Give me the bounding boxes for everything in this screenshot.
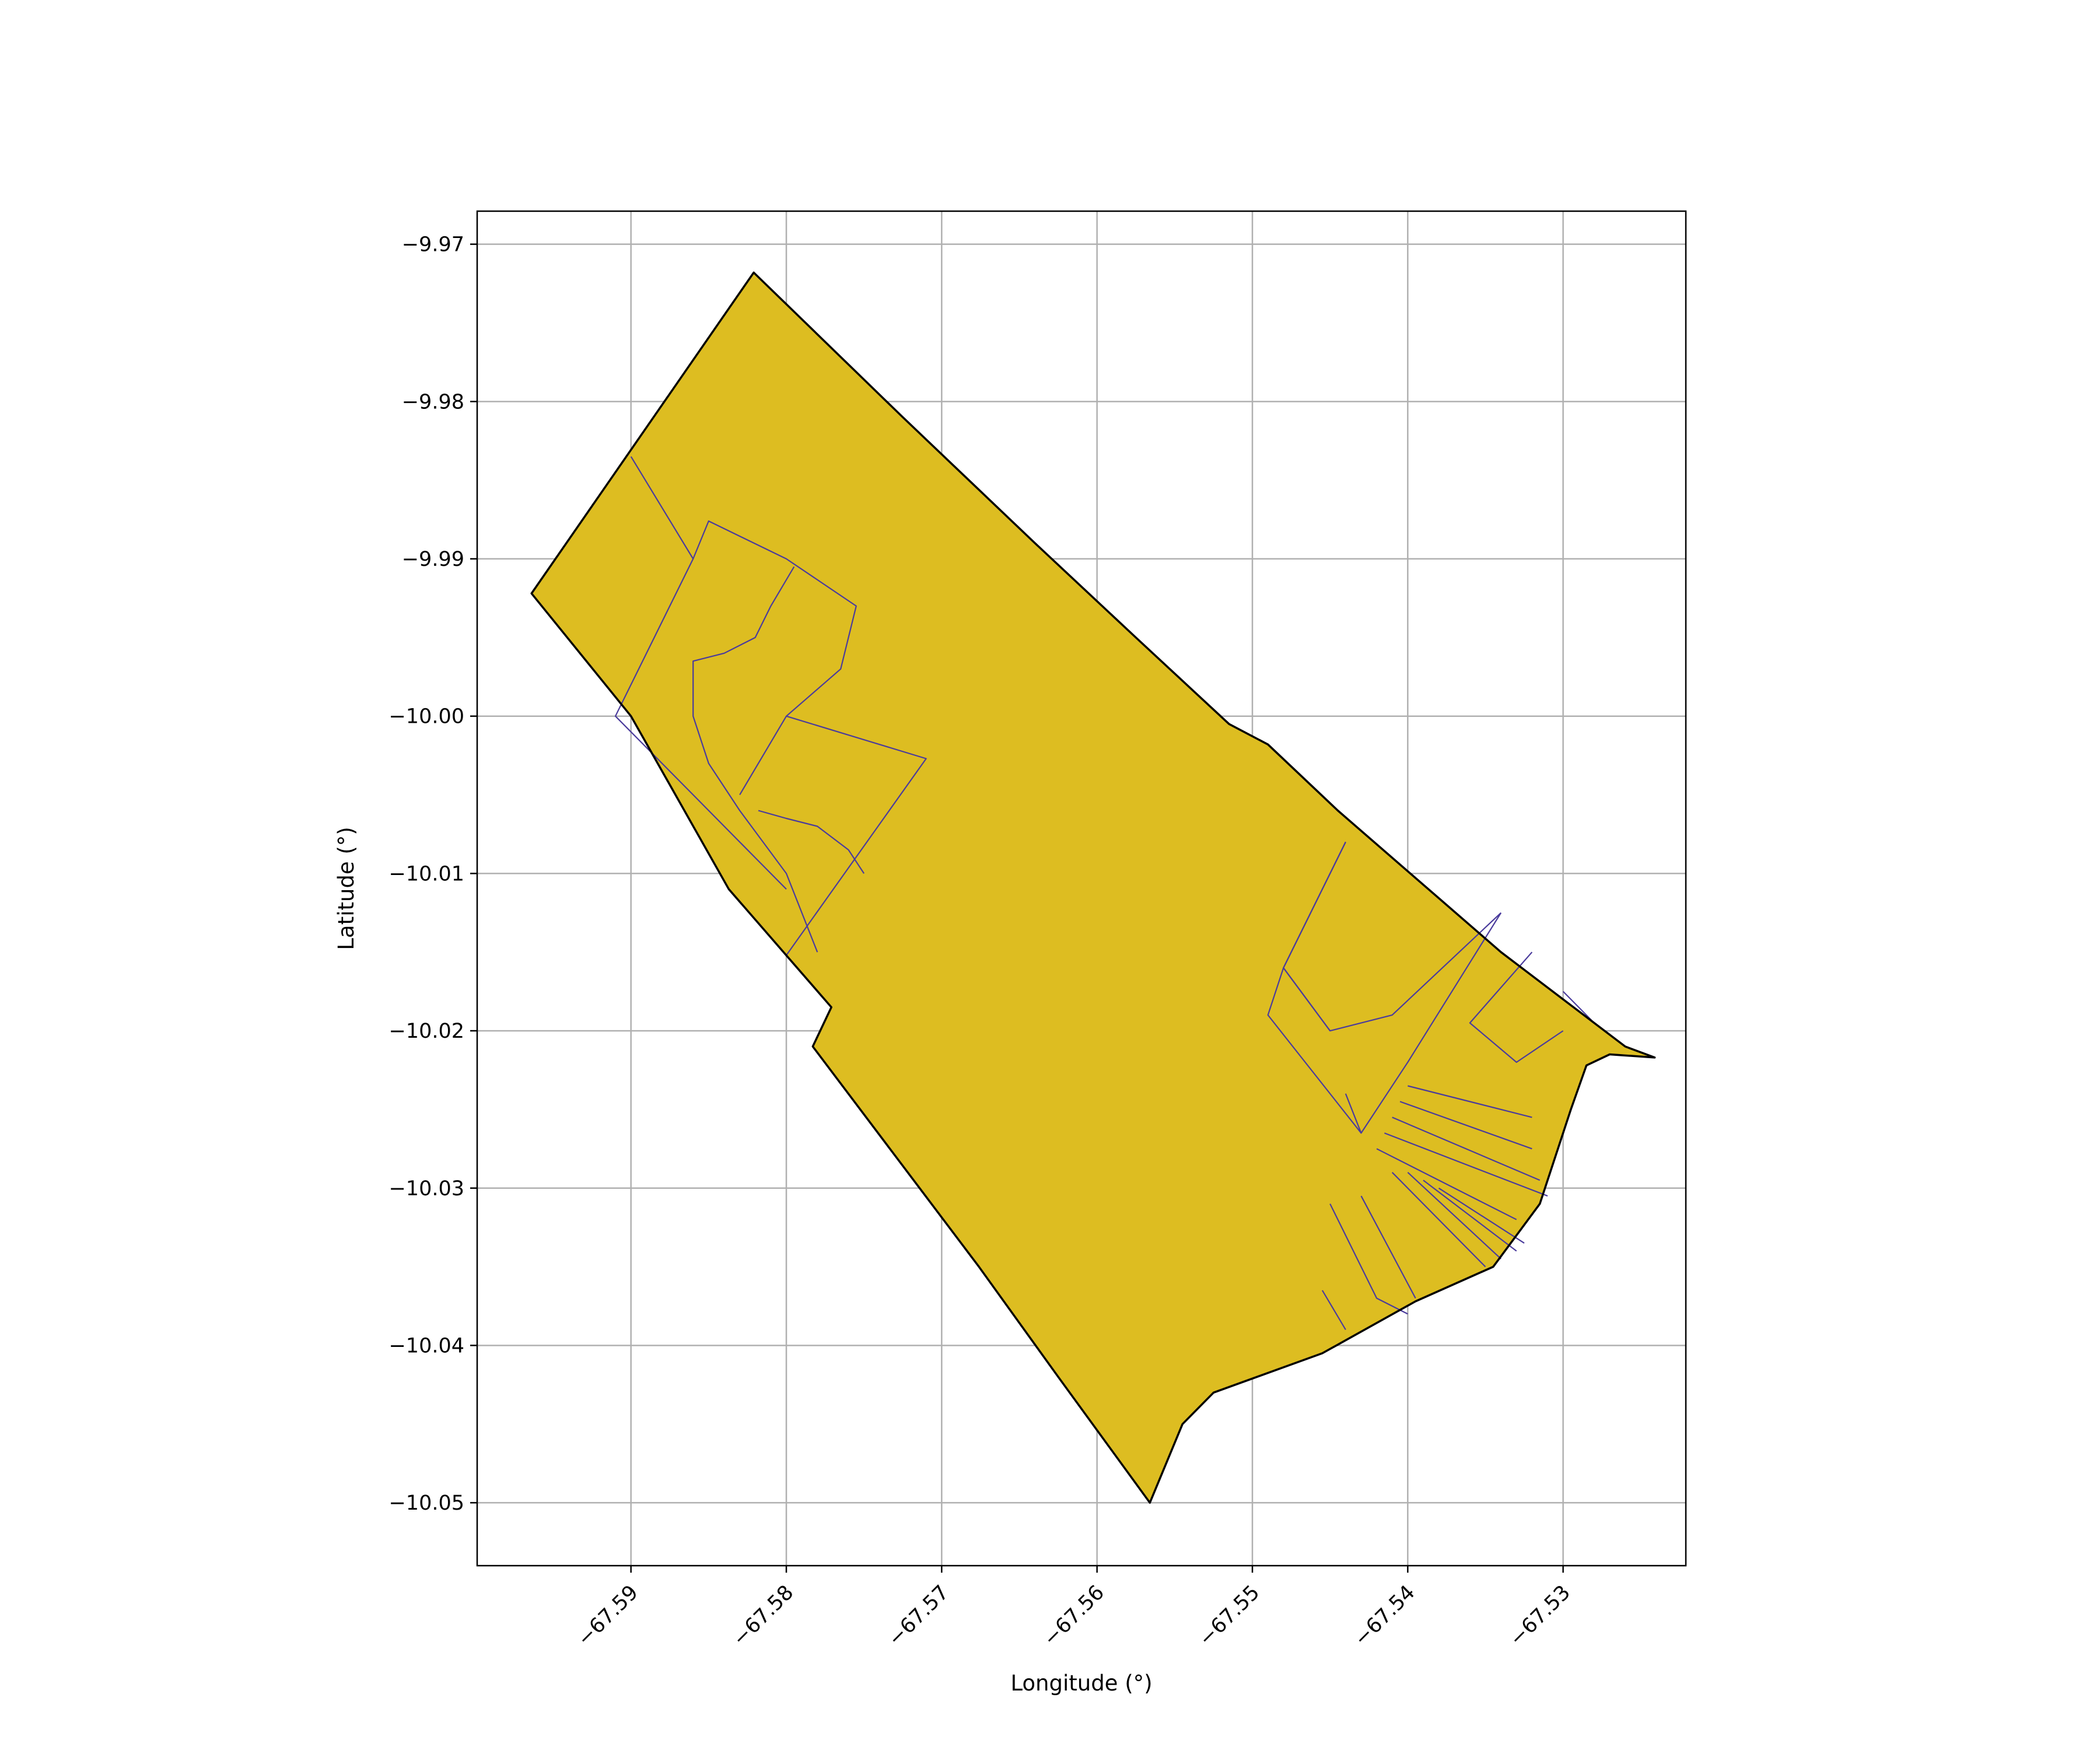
y-axis-ticks: −9.97 −9.98 −9.99 −10.00 −10.01 −10.02 −10.03 −… xyxy=(388,233,477,1515)
y-tick-label: −10.03 xyxy=(388,1177,464,1200)
parcel-boundary xyxy=(1399,1101,1532,1150)
parcel-boundary xyxy=(1329,1203,1408,1315)
y-tick-label: −9.98 xyxy=(402,390,464,414)
y-axis-label: Latitude (°) xyxy=(334,827,359,950)
y-tick-label: −9.99 xyxy=(402,548,464,571)
y-tick-label: −10.04 xyxy=(388,1334,464,1357)
parcel-boundary xyxy=(1376,1148,1517,1220)
parcel-boundary xyxy=(692,566,818,953)
parcel-boundary xyxy=(1384,1132,1548,1197)
parcel-boundary xyxy=(1469,951,1564,1063)
parcel-boundary xyxy=(1321,1290,1346,1331)
parcel-boundary xyxy=(1438,1187,1525,1244)
region-fill xyxy=(531,272,1655,1503)
outer-boundary xyxy=(530,271,1656,1504)
parcel-boundary xyxy=(1392,1116,1541,1181)
y-tick-label: −10.01 xyxy=(388,862,464,886)
parcel-boundary xyxy=(786,715,927,956)
parcel-boundary xyxy=(1391,1172,1486,1268)
parcel-boundary xyxy=(1360,912,1502,1134)
y-tick-label: −10.02 xyxy=(388,1020,464,1043)
axes-frame xyxy=(476,210,1687,1567)
y-tick-label: −10.05 xyxy=(388,1492,464,1515)
y-tick-label: −10.00 xyxy=(388,705,464,729)
parcel-boundary xyxy=(1360,1195,1416,1299)
map-regions xyxy=(530,271,1656,1504)
parcel-boundary xyxy=(1283,841,1346,1031)
parcel-boundary xyxy=(1407,1171,1502,1259)
y-tick-label: −9.97 xyxy=(402,233,464,257)
x-axis-label: Longitude (°) xyxy=(1010,1671,1152,1696)
parcel-boundary xyxy=(1423,1180,1517,1252)
parcel-boundary xyxy=(1408,1085,1532,1118)
parcel-boundary xyxy=(758,810,865,874)
